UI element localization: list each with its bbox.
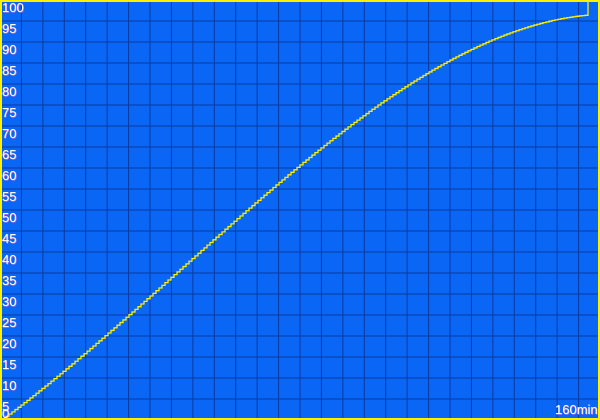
svg-text:40: 40	[2, 252, 16, 267]
svg-text:90: 90	[2, 42, 16, 57]
svg-text:80: 80	[2, 84, 16, 99]
svg-text:25: 25	[2, 315, 16, 330]
svg-text:45: 45	[2, 231, 16, 246]
svg-text:50: 50	[2, 210, 16, 225]
svg-text:0: 0	[2, 406, 9, 420]
svg-text:20: 20	[2, 336, 16, 351]
svg-text:35: 35	[2, 273, 16, 288]
svg-text:160min: 160min	[555, 402, 598, 417]
svg-text:95: 95	[2, 21, 16, 36]
svg-text:100: 100	[2, 0, 24, 15]
svg-text:75: 75	[2, 105, 16, 120]
svg-text:10: 10	[2, 378, 16, 393]
svg-text:60: 60	[2, 168, 16, 183]
svg-text:85: 85	[2, 63, 16, 78]
svg-text:15: 15	[2, 357, 16, 372]
svg-text:70: 70	[2, 126, 16, 141]
svg-text:30: 30	[2, 294, 16, 309]
svg-text:55: 55	[2, 189, 16, 204]
svg-text:65: 65	[2, 147, 16, 162]
